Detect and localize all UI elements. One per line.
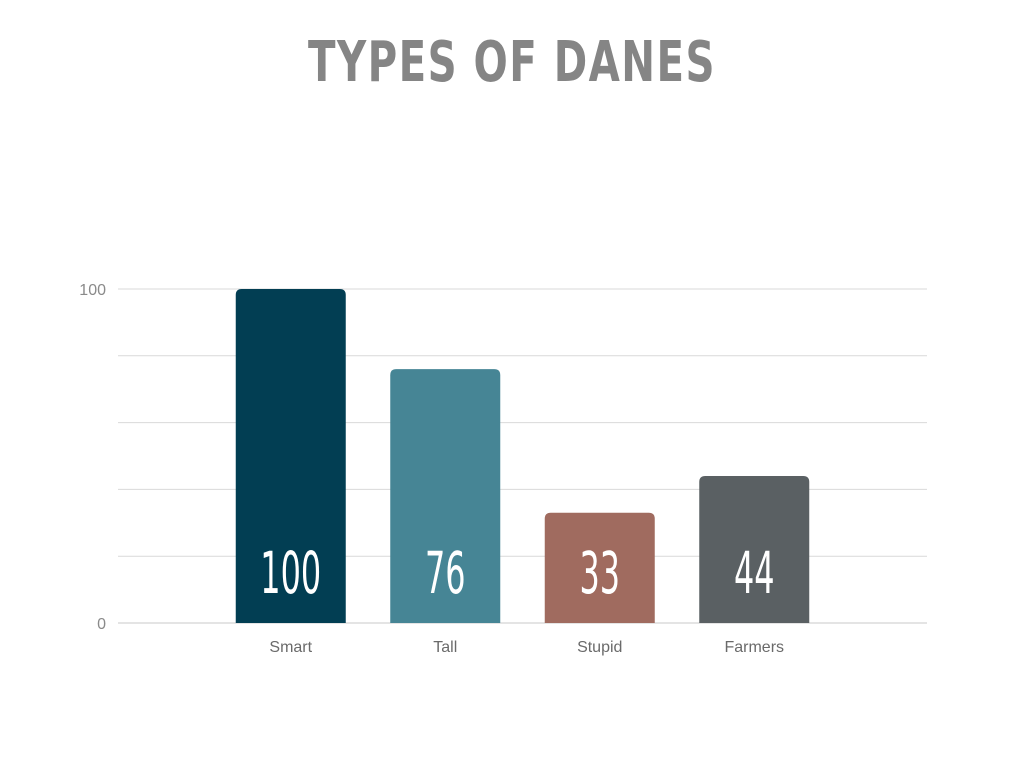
chart-title: TYPES OF DANES <box>308 30 716 95</box>
bar-tall <box>390 369 501 623</box>
bar-smart <box>235 289 346 623</box>
data-label: 44 <box>734 541 775 608</box>
x-tick-label: Tall <box>433 639 457 656</box>
data-label: 76 <box>425 541 466 608</box>
y-tick-label: 0 <box>97 616 106 633</box>
data-label: 100 <box>260 541 321 608</box>
y-tick-label: 100 <box>79 282 106 299</box>
data-label: 33 <box>579 541 620 608</box>
x-tick-label: Stupid <box>577 639 622 656</box>
x-tick-label: Farmers <box>724 639 784 656</box>
bar-farmers <box>699 476 810 623</box>
x-tick-label: Smart <box>269 639 312 656</box>
bar-stupid <box>544 512 655 623</box>
